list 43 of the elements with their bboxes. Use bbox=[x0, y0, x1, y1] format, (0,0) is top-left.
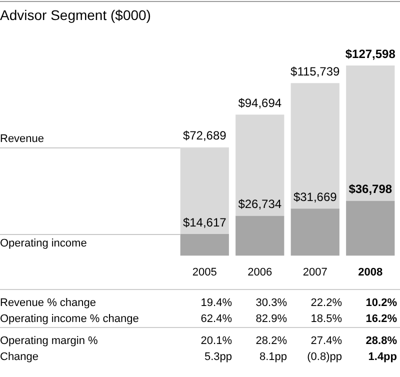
total-label: $94,694 bbox=[238, 96, 282, 110]
total-label: $127,598 bbox=[345, 46, 396, 61]
text: 20.1% bbox=[200, 335, 232, 347]
bar bbox=[236, 114, 284, 216]
text: 27.4% bbox=[310, 335, 342, 347]
text: (0.8)pp bbox=[306, 351, 342, 363]
text: 82.9% bbox=[254, 313, 287, 325]
bar bbox=[346, 65, 395, 201]
x-tick-label: 2008 bbox=[358, 266, 383, 278]
data-label: $31,669 bbox=[293, 190, 338, 204]
text: Revenue % change bbox=[0, 297, 98, 309]
text: Change bbox=[0, 351, 40, 363]
x-tick-label: 2007 bbox=[302, 266, 328, 278]
text: 28.8% bbox=[364, 335, 397, 347]
text: 19.4% bbox=[200, 297, 232, 309]
text: Operating income bbox=[0, 238, 87, 250]
chart-title: Advisor Segment ($000) bbox=[0, 1, 400, 25]
x-tick-label: 2006 bbox=[248, 266, 272, 278]
text: 22.2% bbox=[310, 297, 342, 309]
text: 1.4pp bbox=[367, 351, 397, 363]
text: 10.2% bbox=[364, 297, 397, 309]
text: 30.3% bbox=[254, 297, 287, 309]
bar bbox=[180, 234, 229, 256]
total-label: $115,739 bbox=[290, 64, 340, 78]
text: Operating income % change bbox=[0, 313, 140, 325]
text: 8.1pp bbox=[258, 351, 287, 363]
data-label: $14,617 bbox=[182, 215, 227, 230]
data-label: $36,798 bbox=[348, 182, 392, 196]
data-label: $26,734 bbox=[238, 197, 282, 212]
bar bbox=[346, 200, 395, 256]
bar bbox=[236, 216, 284, 256]
total-label: $72,689 bbox=[182, 128, 227, 143]
x-tick-label: 2005 bbox=[192, 266, 217, 278]
bar bbox=[290, 83, 340, 209]
text: 62.4% bbox=[200, 313, 232, 325]
text: 16.2% bbox=[364, 313, 397, 325]
text: Revenue bbox=[0, 132, 44, 145]
bar bbox=[290, 208, 340, 256]
text: 28.2% bbox=[254, 335, 287, 347]
text: 18.5% bbox=[310, 313, 342, 325]
text: 5.3pp bbox=[203, 351, 232, 363]
bar bbox=[180, 147, 229, 234]
text: Operating margin % bbox=[0, 335, 99, 347]
